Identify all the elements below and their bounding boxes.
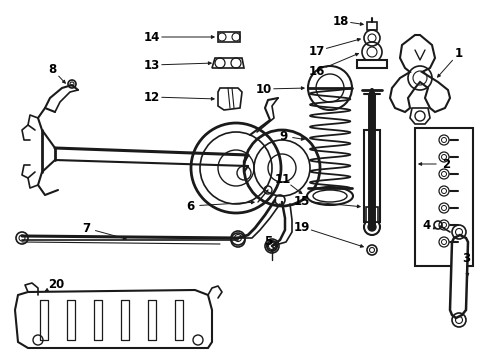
Text: 19: 19	[293, 220, 309, 234]
Ellipse shape	[312, 190, 346, 202]
Text: 3: 3	[461, 252, 469, 265]
Polygon shape	[218, 88, 242, 110]
Polygon shape	[363, 130, 379, 222]
Ellipse shape	[306, 187, 352, 205]
Polygon shape	[414, 128, 472, 266]
Text: 10: 10	[255, 82, 271, 95]
Text: 4: 4	[422, 219, 430, 231]
Text: 20: 20	[48, 279, 64, 292]
Polygon shape	[449, 235, 467, 318]
Text: 8: 8	[48, 63, 56, 76]
Polygon shape	[212, 58, 244, 68]
Polygon shape	[366, 22, 376, 30]
Polygon shape	[409, 108, 429, 124]
Polygon shape	[218, 32, 240, 42]
Text: 7: 7	[82, 221, 90, 234]
Text: 6: 6	[185, 199, 194, 212]
Text: 16: 16	[308, 64, 325, 77]
Polygon shape	[15, 290, 212, 348]
Text: 11: 11	[274, 172, 290, 185]
Text: 1: 1	[454, 46, 462, 59]
Polygon shape	[356, 60, 386, 68]
Text: 17: 17	[308, 45, 325, 58]
Text: 15: 15	[293, 194, 309, 207]
Text: 9: 9	[278, 130, 286, 143]
Text: 2: 2	[441, 158, 449, 171]
Polygon shape	[389, 35, 449, 112]
Text: 13: 13	[143, 59, 160, 72]
Text: 12: 12	[143, 90, 160, 104]
Text: 14: 14	[143, 31, 160, 44]
Polygon shape	[365, 207, 377, 222]
Text: 18: 18	[332, 14, 348, 27]
Text: 5: 5	[264, 234, 271, 248]
